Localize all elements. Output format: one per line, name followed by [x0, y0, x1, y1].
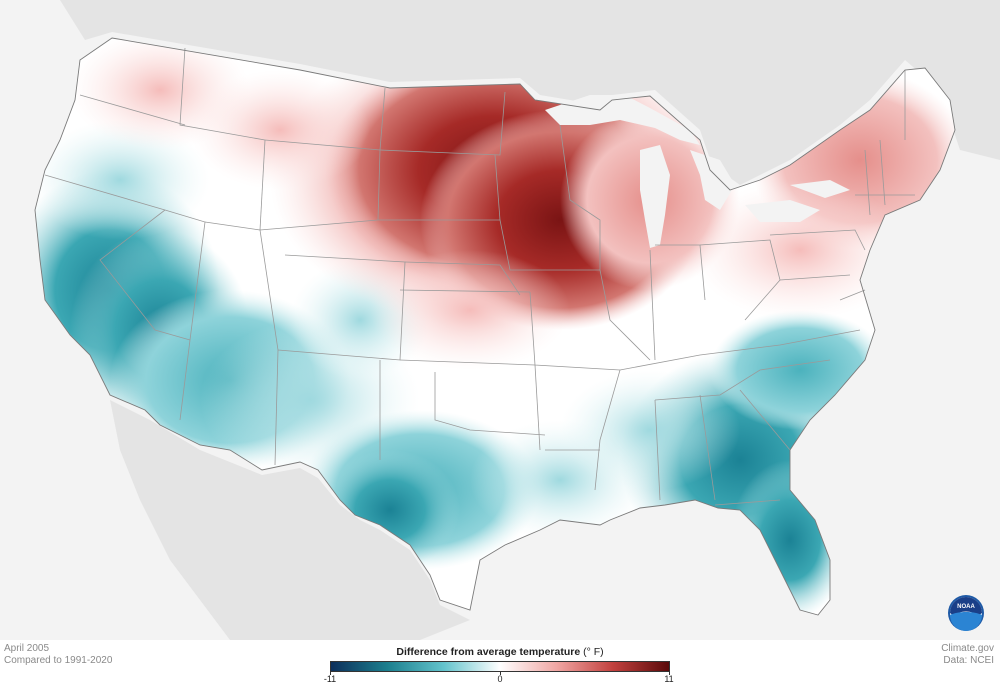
map-area: NOAA	[34, 0, 1000, 640]
noaa-logo-icon: NOAA	[948, 595, 984, 631]
usa-outline	[34, 37, 956, 616]
mexico-land	[110, 400, 470, 640]
period-label: April 2005	[4, 643, 50, 654]
baseline-label: Compared to 1991-2020	[4, 655, 113, 666]
legend-title-text: Difference from average temperature	[396, 646, 581, 658]
legend-units: (° F)	[583, 646, 604, 658]
canada-land	[60, 0, 1000, 185]
noaa-logo-text: NOAA	[957, 604, 975, 610]
anomaly-field	[35, 38, 955, 615]
legend-label-max: 11	[664, 674, 674, 684]
caption-right: Climate.gov Data: NCEI	[941, 643, 994, 667]
state-borders	[44, 47, 915, 506]
great-lakes	[545, 95, 850, 248]
legend-label-mid: 0	[497, 674, 503, 684]
caption-left: April 2005 Compared to 1991-2020	[4, 643, 112, 667]
legend-tick-min	[330, 671, 331, 675]
legend-tick-mid	[500, 671, 501, 675]
legend-tick-max	[669, 671, 670, 675]
source-site: Climate.gov	[941, 643, 994, 654]
legend-label-min: -11	[323, 674, 337, 684]
footer: April 2005 Compared to 1991-2020 Differe…	[0, 640, 1000, 690]
anomaly-map: NOAA	[34, 0, 1000, 640]
source-data: Data: NCEI	[943, 655, 994, 666]
legend-title: Difference from average temperature (° F…	[330, 646, 670, 658]
